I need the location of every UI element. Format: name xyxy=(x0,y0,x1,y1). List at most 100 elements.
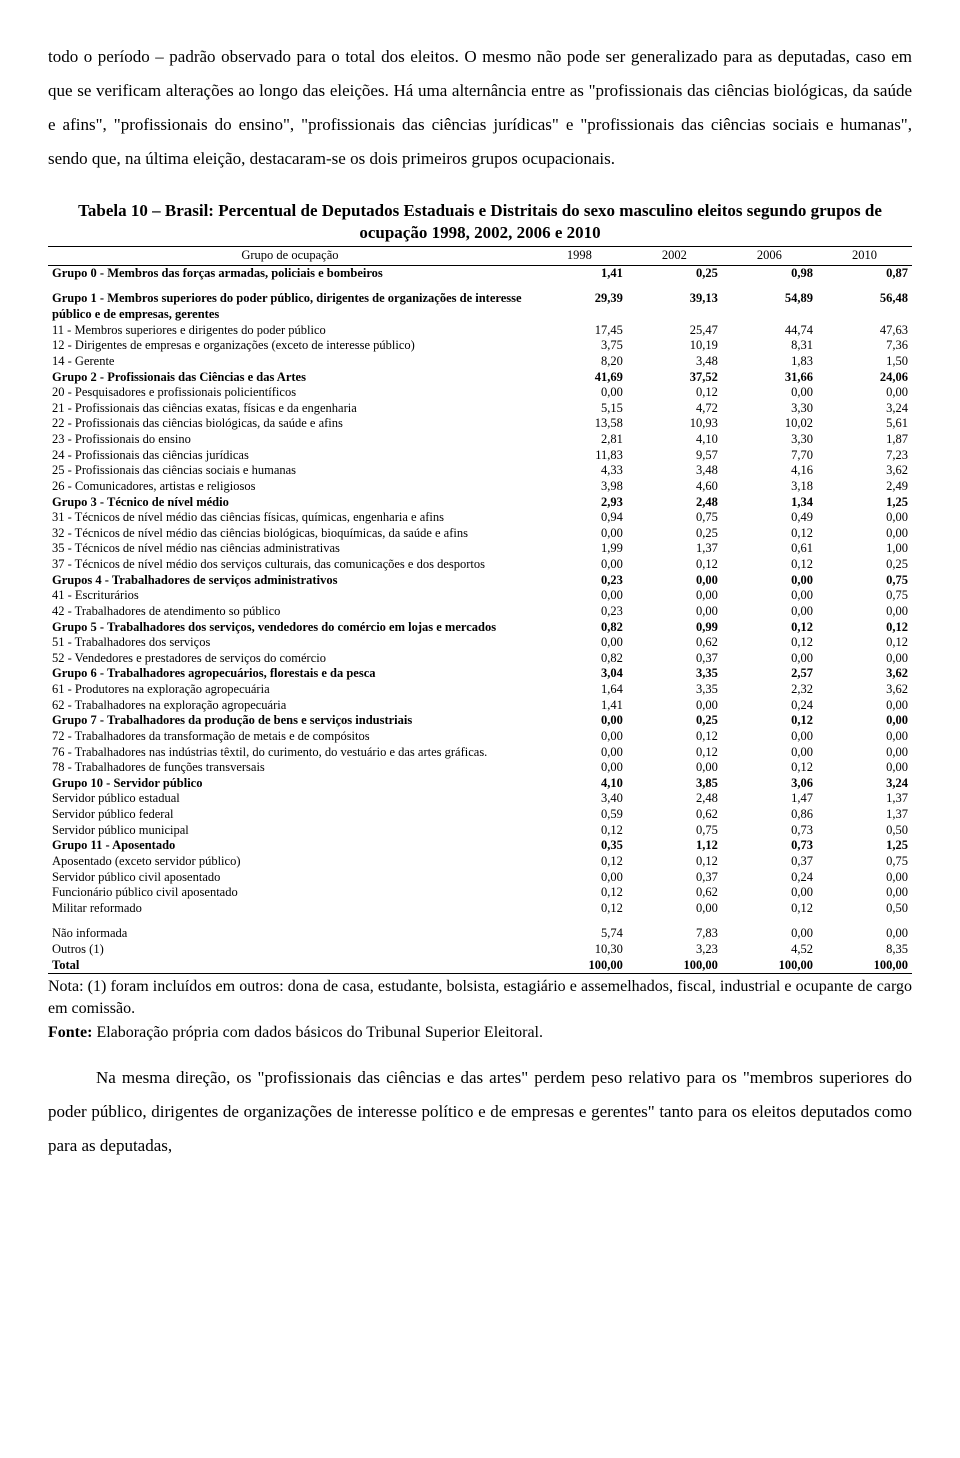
header-label: Grupo de ocupação xyxy=(48,247,532,266)
row-label: 11 - Membros superiores e dirigentes do … xyxy=(48,323,532,339)
table-row: 35 - Técnicos de nível médio nas ciência… xyxy=(48,541,912,557)
row-value: 3,40 xyxy=(532,791,627,807)
row-value: 11,83 xyxy=(532,448,627,464)
row-value: 2,93 xyxy=(532,495,627,511)
table-row: Outros (1)10,303,234,528,35 xyxy=(48,942,912,958)
total-value: 100,00 xyxy=(532,958,627,974)
table-row: 20 - Pesquisadores e profissionais polic… xyxy=(48,385,912,401)
row-value: 0,12 xyxy=(532,823,627,839)
table-row: Servidor público estadual3,402,481,471,3… xyxy=(48,791,912,807)
row-value: 0,00 xyxy=(532,760,627,776)
row-value: 0,12 xyxy=(627,745,722,761)
row-value: 31,66 xyxy=(722,370,817,386)
row-value: 9,57 xyxy=(627,448,722,464)
row-value: 5,74 xyxy=(532,926,627,942)
row-value: 0,00 xyxy=(627,588,722,604)
row-value: 3,35 xyxy=(627,682,722,698)
row-value: 0,61 xyxy=(722,541,817,557)
source-label: Fonte: xyxy=(48,1024,92,1041)
row-value: 1,00 xyxy=(817,541,912,557)
row-value: 4,33 xyxy=(532,463,627,479)
row-label: Funcionário público civil aposentado xyxy=(48,885,532,901)
row-value: 54,89 xyxy=(722,291,817,322)
row-value: 0,00 xyxy=(532,713,627,729)
table-row: Militar reformado0,120,000,120,50 xyxy=(48,901,912,917)
table-row: 62 - Trabalhadores na exploração agropec… xyxy=(48,698,912,714)
row-label: Grupo 1 - Membros superiores do poder pú… xyxy=(48,291,532,322)
row-value: 0,00 xyxy=(532,729,627,745)
row-value: 0,12 xyxy=(722,620,817,636)
row-value: 0,12 xyxy=(817,635,912,651)
table-row: Grupo 5 - Trabalhadores dos serviços, ve… xyxy=(48,620,912,636)
row-value: 4,60 xyxy=(627,479,722,495)
row-value: 41,69 xyxy=(532,370,627,386)
row-label: Grupo 11 - Aposentado xyxy=(48,838,532,854)
row-label: Grupo 7 - Trabalhadores da produção de b… xyxy=(48,713,532,729)
table-row: 72 - Trabalhadores da transformação de m… xyxy=(48,729,912,745)
row-value: 0,00 xyxy=(817,385,912,401)
row-value: 0,12 xyxy=(722,557,817,573)
row-value: 3,30 xyxy=(722,401,817,417)
total-row: Total100,00100,00100,00100,00 xyxy=(48,958,912,974)
row-label: 20 - Pesquisadores e profissionais polic… xyxy=(48,385,532,401)
row-value: 0,00 xyxy=(627,604,722,620)
row-value: 0,00 xyxy=(817,713,912,729)
row-label: Servidor público federal xyxy=(48,807,532,823)
row-value: 0,82 xyxy=(532,620,627,636)
row-value: 0,00 xyxy=(817,698,912,714)
row-label: 25 - Profissionais das ciências sociais … xyxy=(48,463,532,479)
row-label: 61 - Produtores na exploração agropecuár… xyxy=(48,682,532,698)
row-label: Grupo 2 - Profissionais das Ciências e d… xyxy=(48,370,532,386)
table-row xyxy=(48,916,912,926)
row-value: 39,13 xyxy=(627,291,722,322)
row-value: 5,61 xyxy=(817,416,912,432)
row-value: 0,00 xyxy=(532,385,627,401)
table-row: Grupo 11 - Aposentado0,351,120,731,25 xyxy=(48,838,912,854)
row-value: 0,12 xyxy=(722,635,817,651)
row-value: 0,00 xyxy=(722,573,817,589)
row-value: 0,75 xyxy=(817,854,912,870)
row-value: 0,00 xyxy=(817,885,912,901)
table-row: Grupo 0 - Membros das forças armadas, po… xyxy=(48,265,912,281)
header-2002: 2002 xyxy=(627,247,722,266)
row-label: 24 - Profissionais das ciências jurídica… xyxy=(48,448,532,464)
row-value: 0,00 xyxy=(817,526,912,542)
row-value: 1,25 xyxy=(817,495,912,511)
table-row: Grupo 7 - Trabalhadores da produção de b… xyxy=(48,713,912,729)
table-title: Tabela 10 – Brasil: Percentual de Deputa… xyxy=(48,200,912,244)
table-row: 11 - Membros superiores e dirigentes do … xyxy=(48,323,912,339)
total-value: 100,00 xyxy=(627,958,722,974)
row-label: 78 - Trabalhadores de funções transversa… xyxy=(48,760,532,776)
table-row: 22 - Profissionais das ciências biológic… xyxy=(48,416,912,432)
header-2006: 2006 xyxy=(722,247,817,266)
row-value: 0,00 xyxy=(722,651,817,667)
row-value: 0,12 xyxy=(627,854,722,870)
paragraph-bottom: Na mesma direção, os "profissionais das … xyxy=(48,1061,912,1163)
table-row: 78 - Trabalhadores de funções transversa… xyxy=(48,760,912,776)
row-value: 3,85 xyxy=(627,776,722,792)
table-row: 23 - Profissionais do ensino2,814,103,30… xyxy=(48,432,912,448)
table-row: 14 - Gerente8,203,481,831,50 xyxy=(48,354,912,370)
row-value: 3,48 xyxy=(627,354,722,370)
table-row: Servidor público municipal0,120,750,730,… xyxy=(48,823,912,839)
row-value: 1,50 xyxy=(817,354,912,370)
row-value: 0,12 xyxy=(722,760,817,776)
row-value: 3,24 xyxy=(817,776,912,792)
row-label: 22 - Profissionais das ciências biológic… xyxy=(48,416,532,432)
row-label: Grupo 0 - Membros das forças armadas, po… xyxy=(48,265,532,281)
row-value: 4,10 xyxy=(627,432,722,448)
row-value: 2,48 xyxy=(627,791,722,807)
row-value: 0,00 xyxy=(817,926,912,942)
row-value: 10,30 xyxy=(532,942,627,958)
row-value: 5,15 xyxy=(532,401,627,417)
row-value: 0,23 xyxy=(532,573,627,589)
row-value: 0,00 xyxy=(722,385,817,401)
row-value: 0,25 xyxy=(627,265,722,281)
row-value: 0,24 xyxy=(722,870,817,886)
table-row: 61 - Produtores na exploração agropecuár… xyxy=(48,682,912,698)
table-note: Nota: (1) foram incluídos em outros: don… xyxy=(48,976,912,1019)
row-value: 10,93 xyxy=(627,416,722,432)
row-label: 41 - Escriturários xyxy=(48,588,532,604)
row-label: 26 - Comunicadores, artistas e religioso… xyxy=(48,479,532,495)
row-value: 1,87 xyxy=(817,432,912,448)
